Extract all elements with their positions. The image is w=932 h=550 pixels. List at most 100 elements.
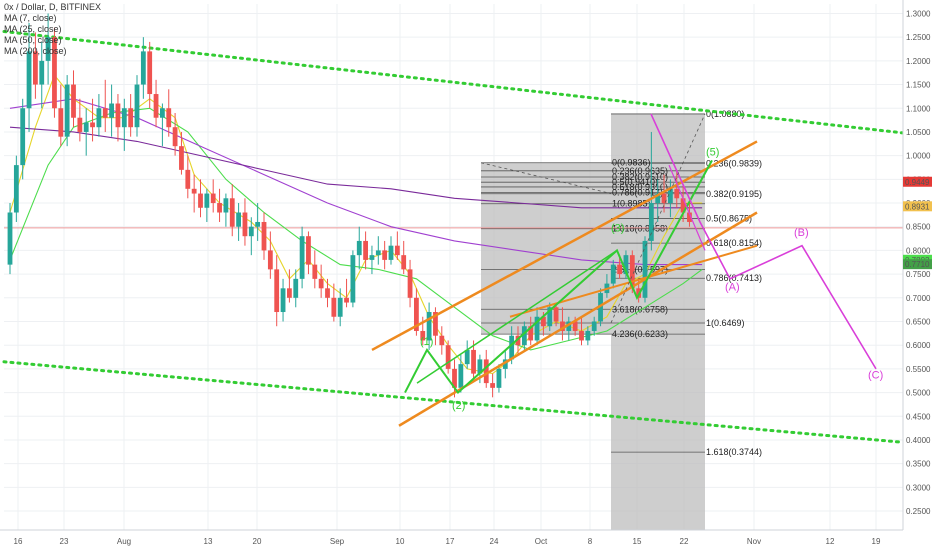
x-tick-label: 23 xyxy=(60,537,69,546)
legend-ma7[interactable]: MA (7, close) xyxy=(4,13,57,23)
candle-body xyxy=(121,108,127,128)
candle-body xyxy=(153,94,159,118)
candle-body xyxy=(687,212,692,222)
candle-body xyxy=(128,108,134,128)
candle-body xyxy=(661,193,667,204)
candle-body xyxy=(229,198,235,227)
price-tag-label: 0.9449 xyxy=(905,178,930,187)
candle-body xyxy=(623,255,629,275)
fib-label: 0.236(0.9839) xyxy=(706,158,762,168)
candle-body xyxy=(401,255,407,270)
candle-body xyxy=(344,297,349,303)
candle-body xyxy=(204,193,210,208)
x-tick-label: 12 xyxy=(826,537,835,546)
measure-diagonal-2 xyxy=(610,113,706,324)
wave-label: (5) xyxy=(706,147,719,159)
wave-label: (1) xyxy=(420,336,433,348)
fib-label: 0.786(0.917) xyxy=(612,188,663,198)
wave-label: (A) xyxy=(725,282,740,294)
candle-body xyxy=(680,198,686,213)
legend-ma50[interactable]: MA (50, close) xyxy=(4,35,62,45)
candle-body xyxy=(591,321,597,331)
candle-body xyxy=(655,193,661,204)
ma-line-3 xyxy=(9,126,703,209)
candle-body xyxy=(521,326,527,346)
legend-ma25[interactable]: MA (25, close) xyxy=(4,24,62,34)
candle-body xyxy=(185,169,191,189)
candle-body xyxy=(388,245,394,260)
chart-title: 0x / Dollar, D, BITFINEX xyxy=(4,2,102,12)
measure-diagonal-1 xyxy=(480,162,612,194)
y-axis-panel xyxy=(903,0,932,550)
y-tick-label: 0.4500 xyxy=(906,412,931,421)
candle-body xyxy=(83,122,89,132)
legend-ma200[interactable]: MA (200, close) xyxy=(4,46,67,56)
candle-body xyxy=(458,364,464,388)
x-tick-label: Nov xyxy=(747,537,761,546)
wave-label: (3) xyxy=(611,222,624,234)
candle-body xyxy=(515,335,521,346)
fib-label: 0(1.0880) xyxy=(706,109,745,119)
candle-body xyxy=(77,117,83,132)
y-tick-label: 0.6000 xyxy=(906,341,931,350)
candle-body xyxy=(433,312,438,336)
candle-body xyxy=(528,326,534,341)
candle-body xyxy=(312,264,318,279)
candle-body xyxy=(490,383,495,388)
x-tick-label: 24 xyxy=(490,537,499,546)
x-tick-label: 16 xyxy=(14,537,23,546)
candle-body xyxy=(363,240,368,260)
candle-body xyxy=(547,307,553,327)
x-tick-label: Aug xyxy=(117,537,131,546)
candle-body xyxy=(642,240,648,298)
candle-body xyxy=(166,108,172,128)
y-tick-label: 1.2000 xyxy=(906,57,931,66)
fib-label: 1(0.6469) xyxy=(706,318,745,328)
candle-body xyxy=(648,203,654,241)
y-tick-label: 0.4000 xyxy=(906,436,931,445)
x-tick-label: 8 xyxy=(588,537,593,546)
candle-body xyxy=(674,188,680,199)
candle-body xyxy=(267,250,273,270)
wave-label: (C) xyxy=(868,369,883,381)
candle-body xyxy=(598,293,603,322)
candle-body xyxy=(52,37,57,109)
candle-body xyxy=(20,108,26,166)
candle-body xyxy=(39,60,45,85)
orange-channel-upper xyxy=(371,140,758,352)
wave-trendline-b xyxy=(416,249,618,384)
candle-body xyxy=(426,312,432,341)
orange-channel-lower xyxy=(398,211,758,427)
y-tick-label: 0.8500 xyxy=(906,223,931,232)
candle-body xyxy=(7,212,13,265)
y-tick-label: 0.7000 xyxy=(906,294,931,303)
candle-body xyxy=(210,193,216,204)
candle-body xyxy=(579,330,584,341)
price-tag-bg xyxy=(903,176,932,187)
price-tag-label: 0.7710 xyxy=(905,260,930,269)
x-tick-label: 15 xyxy=(633,537,642,546)
x-tick-label: 13 xyxy=(204,537,213,546)
candle-body xyxy=(26,51,32,109)
y-tick-label: 0.2500 xyxy=(906,507,931,516)
fib-label: 0.618(0.8154) xyxy=(706,238,762,248)
candle-body xyxy=(179,146,184,170)
candle-body xyxy=(496,368,502,388)
x-tick-label: 10 xyxy=(396,537,405,546)
y-tick-label: 0.7500 xyxy=(906,270,931,279)
price-tag-bg xyxy=(903,201,932,212)
fib-label: 1(0.8985) xyxy=(612,199,651,209)
candle-body xyxy=(439,335,445,346)
candle-body xyxy=(483,359,489,384)
candle-body xyxy=(96,108,102,128)
fib-label: 3.618(0.6758) xyxy=(612,304,668,314)
y-tick-label: 1.1500 xyxy=(906,81,931,90)
y-tick-label: 0.5500 xyxy=(906,365,931,374)
candle-body xyxy=(566,321,572,331)
candle-body xyxy=(553,307,559,322)
candle-body xyxy=(33,51,38,85)
y-tick-label: 1.2500 xyxy=(906,33,931,42)
price-tag-label: 0.8931 xyxy=(905,202,930,211)
candle-body xyxy=(191,188,197,194)
candle-body xyxy=(560,321,565,331)
